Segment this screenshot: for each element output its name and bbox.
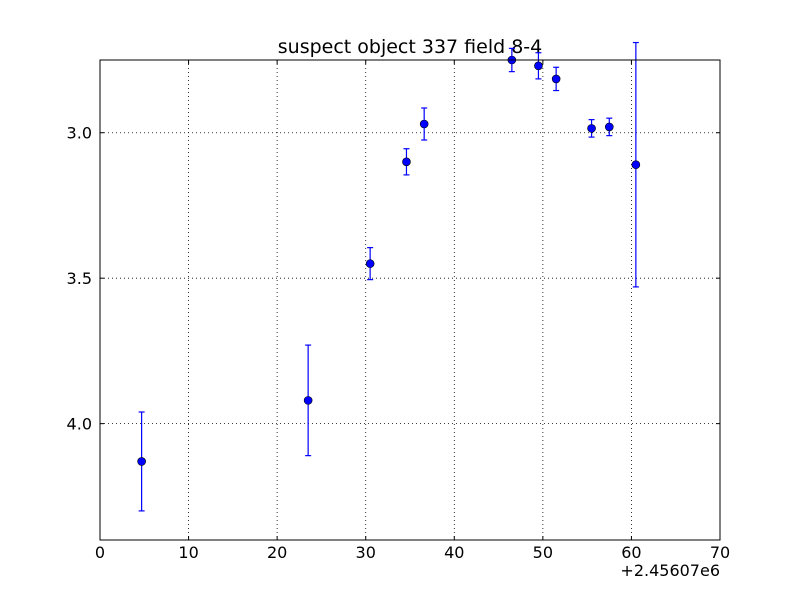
data-marker	[419, 119, 429, 129]
data-point	[587, 119, 596, 138]
x-tick-label: 70	[710, 543, 730, 562]
data-point	[419, 107, 429, 141]
data-marker	[303, 396, 313, 405]
axes: 0 10 20 30 40 50 60 70 3.0 3.5 4.0	[67, 60, 730, 562]
y-tick-label: 3.0	[67, 124, 92, 143]
data-point	[303, 344, 313, 457]
data-point	[604, 117, 614, 137]
data-point	[402, 148, 411, 176]
plot-frame	[99, 59, 721, 541]
x-tick-label: 30	[356, 543, 376, 562]
data-point	[365, 247, 375, 281]
data-series	[137, 41, 641, 512]
data-marker	[587, 124, 596, 133]
data-point	[534, 52, 543, 80]
grid	[100, 60, 720, 540]
x-tick-label: 0	[95, 543, 105, 562]
data-point	[631, 41, 641, 288]
data-marker	[365, 259, 375, 268]
x-tick-label: 40	[444, 543, 464, 562]
data-point	[137, 411, 146, 512]
x-tick-label: 10	[178, 543, 198, 562]
data-marker	[137, 457, 146, 466]
data-marker	[402, 157, 411, 167]
x-tick-label: 60	[621, 543, 641, 562]
data-point	[551, 66, 561, 92]
data-marker	[604, 122, 614, 132]
data-marker	[534, 61, 543, 71]
x-offset-label: +2.45607e6	[620, 561, 720, 580]
x-tick-label: 50	[533, 543, 553, 562]
y-tick-label: 3.5	[67, 269, 92, 288]
chart-title: suspect object 337 field 8-4	[278, 36, 543, 58]
data-marker	[631, 160, 641, 170]
y-tick-label: 4.0	[67, 415, 92, 434]
x-tick-label: 20	[267, 543, 287, 562]
data-marker	[551, 74, 561, 84]
